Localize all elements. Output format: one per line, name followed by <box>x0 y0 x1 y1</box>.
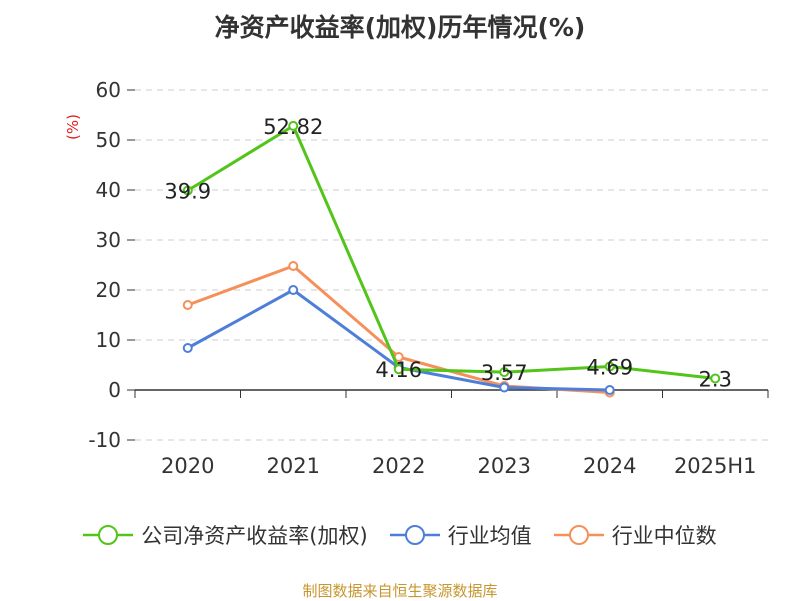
legend-label: 公司净资产收益率(加权) <box>141 524 368 548</box>
series-point <box>604 385 615 395</box>
legend-label: 行业均值 <box>447 524 532 548</box>
y-tick-label: 20 <box>96 278 121 302</box>
series-line <box>186 124 716 380</box>
y-tick-label: 10 <box>96 328 121 352</box>
y-tick-label: -10 <box>88 428 121 452</box>
legend-item[interactable]: 行业中位数 <box>553 520 717 550</box>
y-axis-unit-label: (%) <box>64 114 82 140</box>
axes: -10 0 10 20 30 40 50 60 2020 2021 2022 2023 2024 2025… <box>88 78 769 478</box>
series-group <box>182 120 721 398</box>
legend-swatch-icon <box>389 525 440 545</box>
series-point <box>288 285 299 295</box>
series-point <box>393 364 404 375</box>
x-tick-label: 2020 <box>161 454 214 478</box>
x-tick-label: 2023 <box>478 454 531 478</box>
x-tick-label: 2025H1 <box>674 454 757 478</box>
y-tick-label: 60 <box>96 78 121 102</box>
x-tick-label: 2022 <box>372 454 425 478</box>
series-point <box>182 300 193 310</box>
source-note: 制图数据来自恒生聚源数据库 <box>302 582 498 600</box>
y-tick-label: 40 <box>96 178 121 202</box>
series-point <box>182 343 193 353</box>
data-label: 52.82 <box>263 115 323 139</box>
x-tick-label: 2024 <box>583 454 636 478</box>
series-point <box>182 185 193 196</box>
data-label: 39.9 <box>164 180 211 204</box>
data-label: 3.57 <box>481 361 528 385</box>
data-labels: 39.9 52.82 4.16 3.57 4.69 2.3 <box>164 115 732 392</box>
data-label: 4.16 <box>375 358 422 382</box>
y-tick-label: 30 <box>96 228 121 252</box>
y-tick-label: 0 <box>108 378 121 402</box>
series-point <box>710 373 721 384</box>
legend-swatch-icon <box>553 525 604 545</box>
y-tick-label: 50 <box>96 128 121 152</box>
legend-label: 行业中位数 <box>611 524 717 548</box>
series-point <box>288 120 299 131</box>
legend: 公司净资产收益率(加权) 行业均值 行业中位数 <box>0 520 800 550</box>
legend-swatch-icon <box>83 525 134 545</box>
grid-lines <box>135 89 768 441</box>
data-label: 2.3 <box>699 368 732 392</box>
x-tick-label: 2021 <box>267 454 320 478</box>
chart-title: 净资产收益率(加权)历年情况(%) <box>214 13 586 42</box>
data-label: 4.69 <box>586 356 633 380</box>
legend-item[interactable]: 公司净资产收益率(加权) <box>83 520 368 550</box>
legend-item[interactable]: 行业均值 <box>389 520 532 550</box>
series-point <box>288 261 299 271</box>
series-point <box>499 382 510 393</box>
series-point <box>604 361 615 372</box>
series-point <box>499 367 510 378</box>
